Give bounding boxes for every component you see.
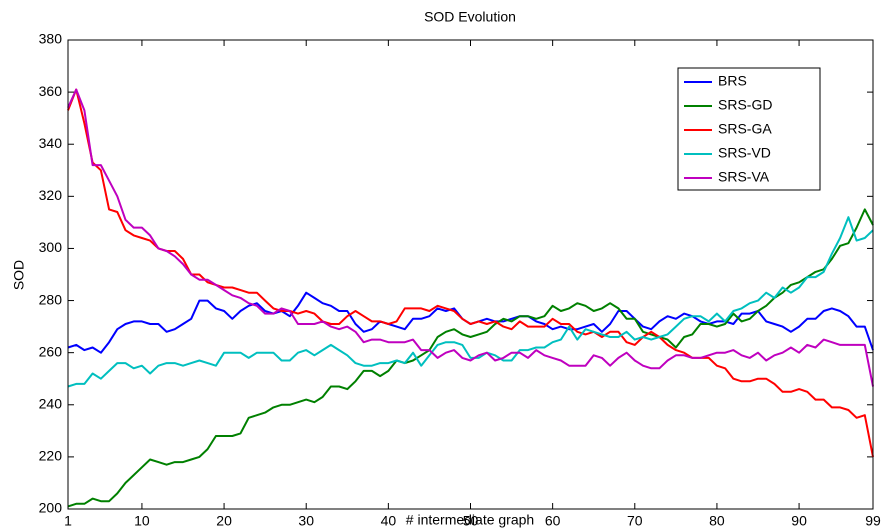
y-tick-label: 200 [39, 500, 63, 516]
x-tick-label: 40 [381, 513, 397, 529]
chart-title: SOD Evolution [424, 9, 516, 25]
y-axis-label: SOD [11, 260, 27, 290]
legend-label: SRS-GD [718, 97, 772, 113]
legend-label: SRS-VD [718, 145, 771, 161]
y-tick-label: 300 [39, 239, 63, 255]
series-line [67, 88, 874, 458]
plot-frame [67, 39, 874, 510]
y-tick-label: 320 [39, 187, 63, 203]
x-tick-label: 10 [134, 513, 150, 529]
x-tick-label: 70 [627, 513, 643, 529]
y-tick-label: 360 [39, 83, 63, 99]
series-line [67, 216, 874, 388]
x-axis-label: # intermediate graph [406, 512, 534, 528]
x-tick-label: 60 [545, 513, 561, 529]
x-tick-label: 80 [709, 513, 725, 529]
series-line [67, 208, 874, 508]
x-tick-label: 99 [865, 513, 881, 529]
x-tick-label: 50 [463, 513, 479, 529]
y-tick-label: 260 [39, 343, 63, 359]
x-tick-label: 30 [298, 513, 314, 529]
legend-label: SRS-VA [718, 169, 770, 185]
y-tick-label: 280 [39, 291, 63, 307]
x-tick-label: 1 [64, 513, 72, 529]
y-tick-label: 340 [39, 135, 63, 151]
y-tick-label: 240 [39, 395, 63, 411]
x-tick-label: 90 [791, 513, 807, 529]
y-tick-label: 220 [39, 448, 63, 464]
legend-label: BRS [718, 73, 747, 89]
series-line [67, 88, 874, 387]
x-tick-label: 20 [216, 513, 232, 529]
y-tick-label: 380 [39, 31, 63, 47]
legend-label: SRS-GA [718, 121, 772, 137]
